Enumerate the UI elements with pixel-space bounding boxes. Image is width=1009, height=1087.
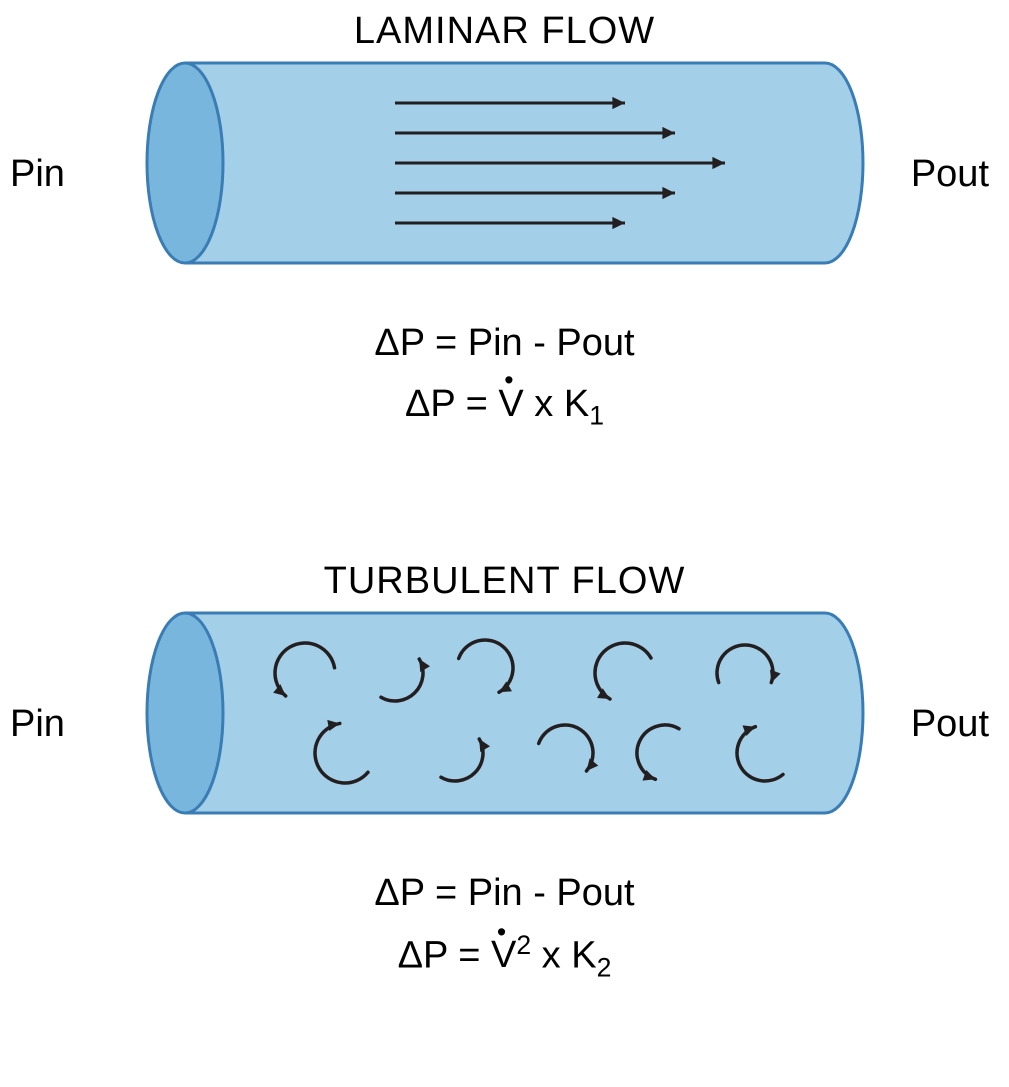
turbulent-equations: ΔP = Pin - Pout ΔP = V2 x K2 — [0, 863, 1009, 989]
turbulent-eq2: ΔP = V2 x K2 — [0, 924, 1009, 989]
eq-sup: 2 — [516, 930, 531, 960]
turbulent-pout-label: Pout — [911, 703, 989, 746]
laminar-diagram: Pin Pout — [0, 53, 1009, 313]
turbulent-section: TURBULENT FLOW Pin Pout ΔP = Pin - Pout … — [0, 560, 1009, 989]
eq-sub: 1 — [589, 400, 604, 430]
laminar-title: LAMINAR FLOW — [0, 10, 1009, 53]
laminar-pin-label: Pin — [10, 153, 65, 196]
eq-k: x K — [531, 934, 596, 976]
laminar-pout-label: Pout — [911, 153, 989, 196]
turbulent-diagram: Pin Pout — [0, 603, 1009, 863]
laminar-eq2: ΔP = V x K1 — [0, 374, 1009, 437]
eq-v: V — [498, 383, 523, 425]
laminar-section: LAMINAR FLOW Pin Pout ΔP = Pin - Pout ΔP… — [0, 10, 1009, 437]
vdot-icon: V — [498, 374, 523, 435]
laminar-tube-svg — [65, 53, 945, 283]
turbulent-tube-svg — [65, 603, 945, 833]
eq-v: V — [491, 934, 516, 976]
turbulent-title: TURBULENT FLOW — [0, 560, 1009, 603]
vdot-icon: V — [491, 925, 516, 986]
eq-dp: ΔP = — [405, 383, 498, 425]
eq-dp: ΔP = — [398, 934, 491, 976]
turbulent-pin-label: Pin — [10, 703, 65, 746]
eq-sub: 2 — [597, 952, 612, 982]
eq-k: x K — [524, 383, 589, 425]
laminar-equations: ΔP = Pin - Pout ΔP = V x K1 — [0, 313, 1009, 437]
